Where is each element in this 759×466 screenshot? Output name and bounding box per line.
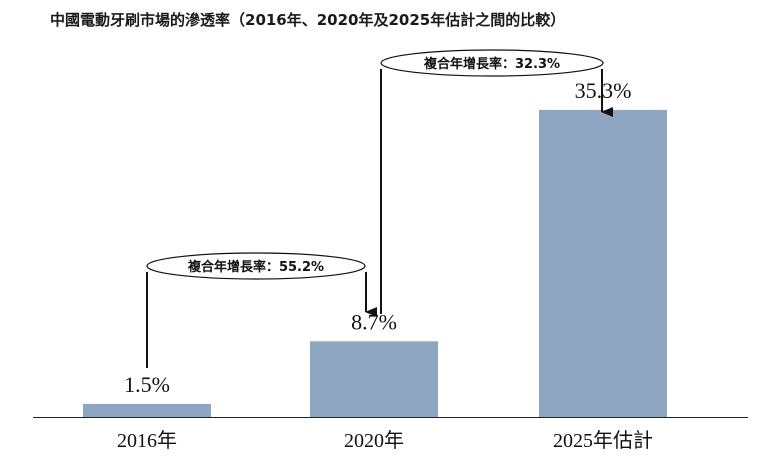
value-label-1: 1.5% bbox=[124, 372, 170, 397]
category-label-1: 2016年 bbox=[117, 429, 177, 452]
category-label-2: 2020年 bbox=[344, 429, 404, 452]
bar-2 bbox=[310, 341, 438, 417]
cagr-annotation-2: 複合年增長率：32.3% bbox=[380, 49, 613, 314]
value-label-2: 8.7% bbox=[351, 309, 397, 334]
cagr-annotation-1: 複合年增長率：55.2% bbox=[146, 252, 377, 368]
cagr-annotation-1-label: 複合年增長率：55.2% bbox=[187, 259, 324, 275]
chart-title: 中國電動牙刷市場的滲透率（2016年、2020年及2025年估計之間的比較） bbox=[50, 11, 565, 29]
cagr-annotation-2-label: 複合年增長率：32.3% bbox=[423, 56, 560, 72]
bar-1 bbox=[83, 403, 211, 417]
category-label-3: 2025年估計 bbox=[553, 429, 653, 452]
cagr-annotation-2-oval bbox=[380, 49, 604, 77]
bar-3 bbox=[539, 109, 667, 417]
cagr-annotation-1-oval bbox=[146, 252, 366, 280]
